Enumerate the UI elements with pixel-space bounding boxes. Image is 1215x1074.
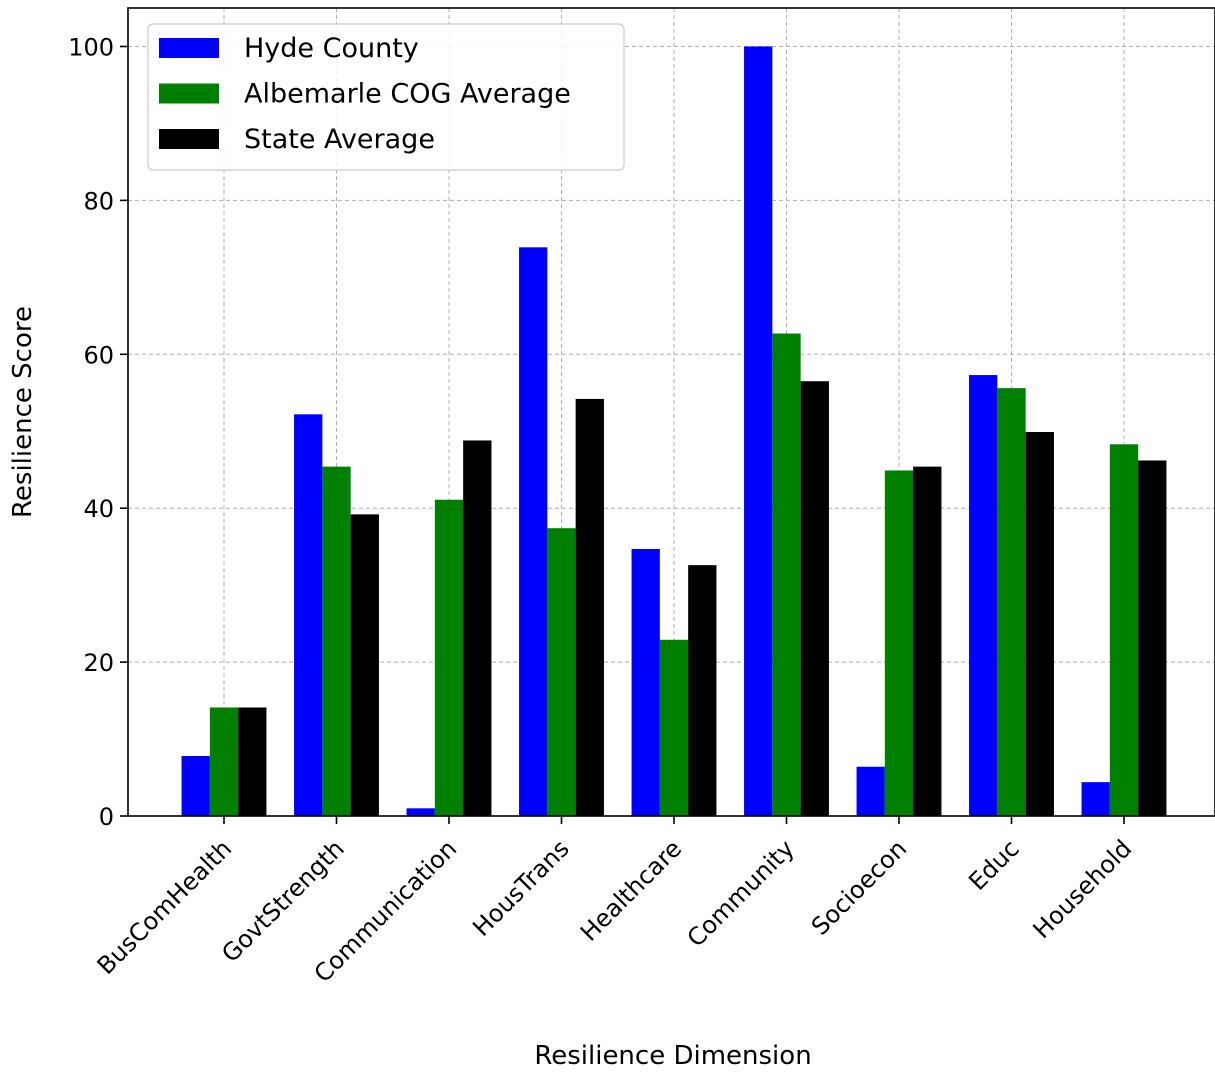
bar-albemarle-cog-average-community: [772, 333, 801, 816]
x-axis-label: Resilience Dimension: [534, 1041, 811, 1070]
bar-hyde-county-community: [744, 46, 773, 816]
x-tick-label: Healthcare: [575, 834, 687, 946]
bar-state-average-communication: [463, 440, 492, 816]
x-tick-label: Educ: [963, 834, 1024, 895]
bar-state-average-govtstrength: [350, 514, 379, 816]
y-tick-label: 100: [68, 33, 114, 61]
y-tick-label: 40: [83, 495, 114, 523]
legend-swatch: [159, 129, 219, 149]
bar-hyde-county-houstrans: [519, 247, 548, 816]
bar-hyde-county-socioecon: [856, 766, 885, 816]
x-tick-label: Community: [682, 834, 800, 952]
bar-albemarle-cog-average-govtstrength: [322, 466, 351, 816]
bar-state-average-healthcare: [688, 565, 717, 816]
bar-albemarle-cog-average-buscomhealth: [209, 707, 239, 816]
y-tick-label: 20: [83, 649, 114, 677]
bars-layer: [181, 46, 1167, 816]
bar-hyde-county-educ: [969, 375, 998, 816]
bar-hyde-county-buscomhealth: [181, 755, 210, 816]
y-tick-label: 80: [83, 187, 114, 215]
legend-swatch: [159, 83, 219, 104]
bar-state-average-community: [800, 381, 829, 816]
bar-hyde-county-household: [1081, 782, 1110, 816]
x-tick-label: BusComHealth: [92, 834, 238, 980]
bar-albemarle-cog-average-socioecon: [884, 470, 914, 816]
plot-frame: [127, 7, 1215, 817]
legend-box: [147, 23, 625, 171]
x-tick-label: Household: [1028, 834, 1138, 944]
bar-albemarle-cog-average-healthcare: [659, 639, 689, 816]
bar-state-average-educ: [1025, 432, 1054, 816]
legend-entry-label: State Average: [244, 124, 435, 155]
bar-albemarle-cog-average-houstrans: [547, 528, 576, 816]
x-tick-label: HousTrans: [467, 834, 574, 941]
y-axis-label: Resilience Score: [8, 306, 38, 518]
bar-albemarle-cog-average-educ: [997, 388, 1026, 816]
bar-state-average-buscomhealth: [238, 707, 267, 816]
legend-entry-label: Hyde County: [244, 33, 419, 64]
legend-entry-label: Albemarle COG Average: [244, 79, 571, 110]
legend-swatch: [159, 38, 219, 58]
bar-state-average-socioecon: [913, 466, 942, 816]
x-tick-label: Socioecon: [806, 834, 912, 940]
y-tick-label: 60: [83, 341, 114, 369]
legend: Hyde County Albemarle COG Average State Av…: [147, 23, 625, 171]
bar-state-average-household: [1138, 460, 1167, 816]
bar-hyde-county-healthcare: [631, 548, 660, 816]
y-tick-label: 0: [99, 803, 114, 831]
bar-state-average-houstrans: [575, 398, 604, 816]
bar-hyde-county-govtstrength: [294, 414, 323, 816]
bar-hyde-county-communication: [406, 808, 435, 816]
bar-albemarle-cog-average-communication: [434, 499, 464, 816]
bar-albemarle-cog-average-household: [1109, 444, 1139, 816]
